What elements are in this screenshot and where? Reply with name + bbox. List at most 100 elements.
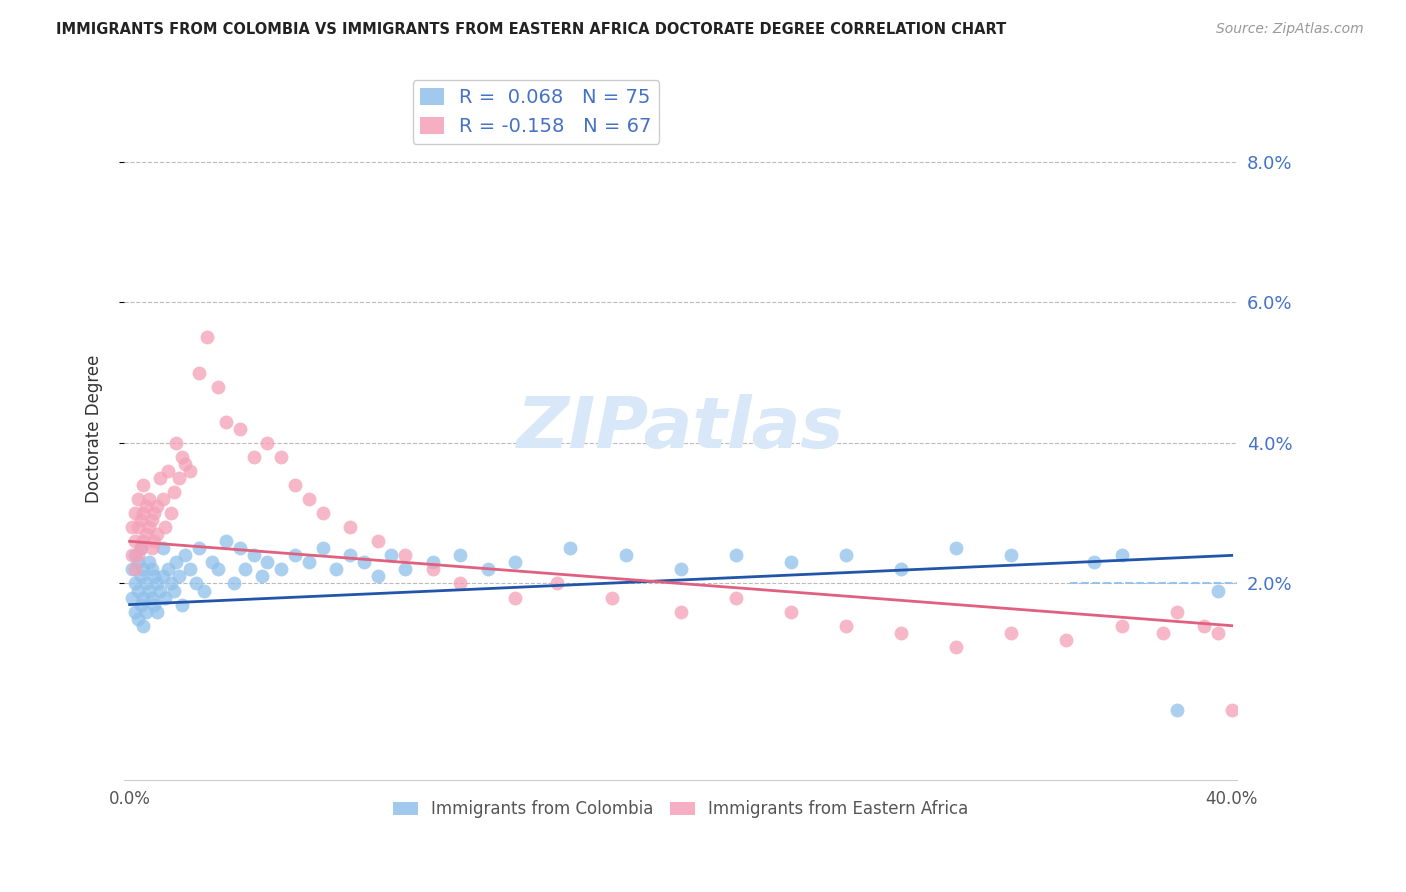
Point	[311, 541, 333, 556]
Point	[724, 591, 747, 605]
Point	[141, 541, 163, 556]
Point	[141, 513, 163, 527]
Point	[311, 506, 333, 520]
Point	[146, 499, 169, 513]
Point	[890, 625, 912, 640]
Point	[157, 464, 180, 478]
Point	[367, 569, 389, 583]
Point	[179, 562, 201, 576]
Point	[184, 576, 207, 591]
Point	[146, 527, 169, 541]
Point	[121, 562, 143, 576]
Point	[1192, 618, 1215, 632]
Point	[325, 562, 347, 576]
Point	[380, 549, 402, 563]
Point	[546, 576, 568, 591]
Point	[224, 576, 246, 591]
Point	[724, 549, 747, 563]
Point	[505, 591, 527, 605]
Point	[1000, 549, 1022, 563]
Point	[127, 612, 149, 626]
Point	[135, 527, 157, 541]
Point	[129, 541, 152, 556]
Point	[138, 492, 160, 507]
Point	[780, 605, 803, 619]
Point	[124, 549, 146, 563]
Point	[339, 520, 361, 534]
Point	[1000, 625, 1022, 640]
Point	[132, 591, 155, 605]
Point	[835, 549, 858, 563]
Point	[560, 541, 582, 556]
Point	[149, 583, 172, 598]
Point	[160, 506, 183, 520]
Point	[160, 576, 183, 591]
Point	[155, 591, 177, 605]
Point	[600, 591, 623, 605]
Point	[173, 457, 195, 471]
Point	[143, 569, 166, 583]
Point	[207, 562, 229, 576]
Point	[422, 562, 444, 576]
Point	[207, 380, 229, 394]
Point	[167, 569, 190, 583]
Point	[339, 549, 361, 563]
Point	[127, 520, 149, 534]
Point	[449, 576, 471, 591]
Point	[170, 598, 193, 612]
Point	[367, 534, 389, 549]
Point	[173, 549, 195, 563]
Point	[146, 605, 169, 619]
Y-axis label: Doctorate Degree: Doctorate Degree	[86, 355, 103, 503]
Point	[152, 541, 174, 556]
Point	[242, 549, 264, 563]
Point	[121, 591, 143, 605]
Point	[141, 562, 163, 576]
Point	[143, 598, 166, 612]
Point	[135, 605, 157, 619]
Point	[394, 549, 416, 563]
Point	[1111, 618, 1133, 632]
Point	[170, 450, 193, 464]
Point	[127, 583, 149, 598]
Point	[132, 618, 155, 632]
Point	[256, 436, 278, 450]
Point	[124, 562, 146, 576]
Point	[152, 569, 174, 583]
Point	[1166, 703, 1188, 717]
Point	[298, 492, 321, 507]
Point	[143, 506, 166, 520]
Point	[149, 471, 172, 485]
Point	[143, 534, 166, 549]
Point	[835, 618, 858, 632]
Point	[129, 513, 152, 527]
Point	[1054, 632, 1077, 647]
Point	[179, 464, 201, 478]
Point	[945, 541, 967, 556]
Point	[135, 499, 157, 513]
Point	[270, 450, 292, 464]
Point	[1206, 625, 1229, 640]
Point	[1220, 703, 1243, 717]
Point	[353, 556, 375, 570]
Point	[124, 605, 146, 619]
Point	[1166, 605, 1188, 619]
Point	[229, 541, 252, 556]
Point	[138, 520, 160, 534]
Point	[284, 478, 307, 492]
Point	[195, 330, 218, 344]
Point	[449, 549, 471, 563]
Point	[129, 569, 152, 583]
Point	[669, 605, 692, 619]
Point	[298, 556, 321, 570]
Point	[505, 556, 527, 570]
Point	[141, 591, 163, 605]
Legend: Immigrants from Colombia, Immigrants from Eastern Africa: Immigrants from Colombia, Immigrants fro…	[387, 793, 976, 825]
Point	[124, 506, 146, 520]
Point	[152, 492, 174, 507]
Point	[270, 562, 292, 576]
Point	[127, 549, 149, 563]
Point	[256, 556, 278, 570]
Point	[138, 583, 160, 598]
Point	[229, 422, 252, 436]
